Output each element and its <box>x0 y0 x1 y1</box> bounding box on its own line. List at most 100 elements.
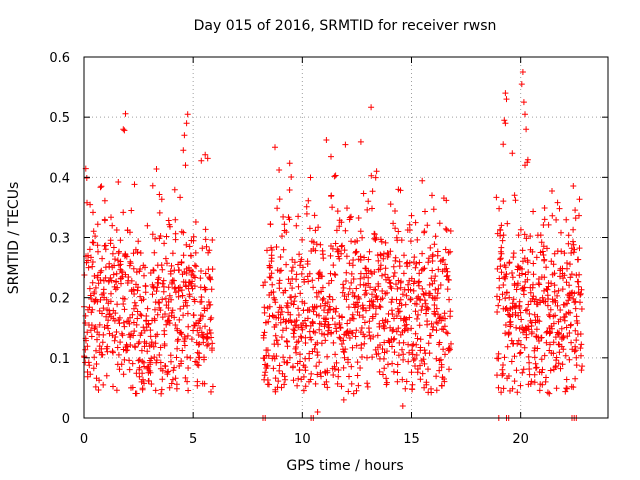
data-point <box>419 370 426 377</box>
data-point <box>499 366 506 373</box>
data-point <box>360 190 367 197</box>
data-point <box>103 296 110 303</box>
data-point <box>312 329 319 336</box>
data-point <box>373 305 379 312</box>
data-point <box>293 349 300 356</box>
data-point <box>357 270 364 277</box>
data-point <box>379 288 386 294</box>
data-point <box>523 126 530 133</box>
data-point <box>183 120 190 127</box>
data-point <box>369 188 376 195</box>
data-point <box>286 216 293 223</box>
data-point <box>118 275 125 282</box>
data-point <box>561 250 568 257</box>
data-point <box>172 236 179 243</box>
x-tick-label: 0 <box>80 432 88 447</box>
data-point <box>544 245 550 252</box>
data-point <box>369 205 375 212</box>
data-point <box>530 260 537 267</box>
data-point <box>193 263 200 270</box>
data-point <box>330 372 337 378</box>
data-point <box>540 252 547 258</box>
data-point <box>200 331 207 338</box>
data-point <box>571 299 578 306</box>
data-point <box>161 342 168 349</box>
data-point <box>101 197 108 204</box>
data-point <box>416 259 423 266</box>
data-point <box>364 380 371 387</box>
data-point <box>310 320 316 327</box>
data-point <box>204 155 211 162</box>
data-point <box>547 367 554 374</box>
data-point <box>494 265 501 272</box>
data-point <box>307 174 314 181</box>
data-point <box>154 311 161 318</box>
data-point <box>326 293 333 300</box>
data-point <box>366 318 373 325</box>
data-point <box>126 320 133 327</box>
data-point <box>554 302 561 309</box>
data-point <box>325 280 332 287</box>
data-point <box>126 357 133 364</box>
data-point <box>317 369 324 376</box>
data-point <box>336 255 343 262</box>
data-point <box>351 293 358 299</box>
data-point <box>564 385 571 392</box>
data-point <box>541 352 548 359</box>
data-point <box>426 350 433 357</box>
data-point <box>511 280 518 287</box>
data-point <box>509 150 516 157</box>
data-point <box>148 381 155 387</box>
data-point <box>274 205 281 212</box>
data-point <box>524 159 531 166</box>
data-point <box>276 196 283 203</box>
data-point <box>379 272 385 279</box>
data-point <box>182 335 188 342</box>
data-point <box>201 354 207 361</box>
data-point <box>92 233 99 240</box>
data-point <box>357 257 364 263</box>
data-point <box>401 252 407 259</box>
data-point <box>403 321 410 328</box>
data-point <box>409 351 416 358</box>
data-point <box>137 311 144 318</box>
data-point <box>543 339 550 346</box>
data-point <box>413 295 420 302</box>
data-point <box>165 217 172 224</box>
data-point <box>387 201 394 208</box>
data-point <box>544 292 551 299</box>
data-point <box>164 371 171 378</box>
data-point <box>140 376 146 383</box>
data-point <box>372 174 379 181</box>
data-point <box>148 339 155 346</box>
data-point <box>348 238 355 245</box>
data-point <box>526 310 533 317</box>
data-point <box>392 225 399 232</box>
data-point <box>278 334 285 341</box>
data-point <box>133 370 140 377</box>
data-point <box>130 250 137 257</box>
data-point <box>408 325 415 332</box>
data-point <box>151 317 158 324</box>
data-point <box>112 256 118 263</box>
data-point <box>434 248 441 255</box>
data-point <box>328 277 335 284</box>
data-point <box>276 362 283 369</box>
data-point <box>520 99 527 106</box>
data-point <box>338 250 345 257</box>
data-point <box>341 293 348 300</box>
data-point <box>173 354 180 361</box>
data-point <box>289 285 296 292</box>
data-point <box>550 261 557 268</box>
data-point <box>150 343 157 350</box>
data-point <box>354 309 361 315</box>
data-point <box>108 290 114 297</box>
data-point <box>558 229 564 236</box>
data-point <box>444 272 451 279</box>
data-point <box>98 183 105 190</box>
data-point <box>89 306 96 313</box>
data-point <box>530 271 537 278</box>
data-point <box>316 359 323 366</box>
data-point <box>119 332 126 339</box>
data-point <box>371 269 378 275</box>
